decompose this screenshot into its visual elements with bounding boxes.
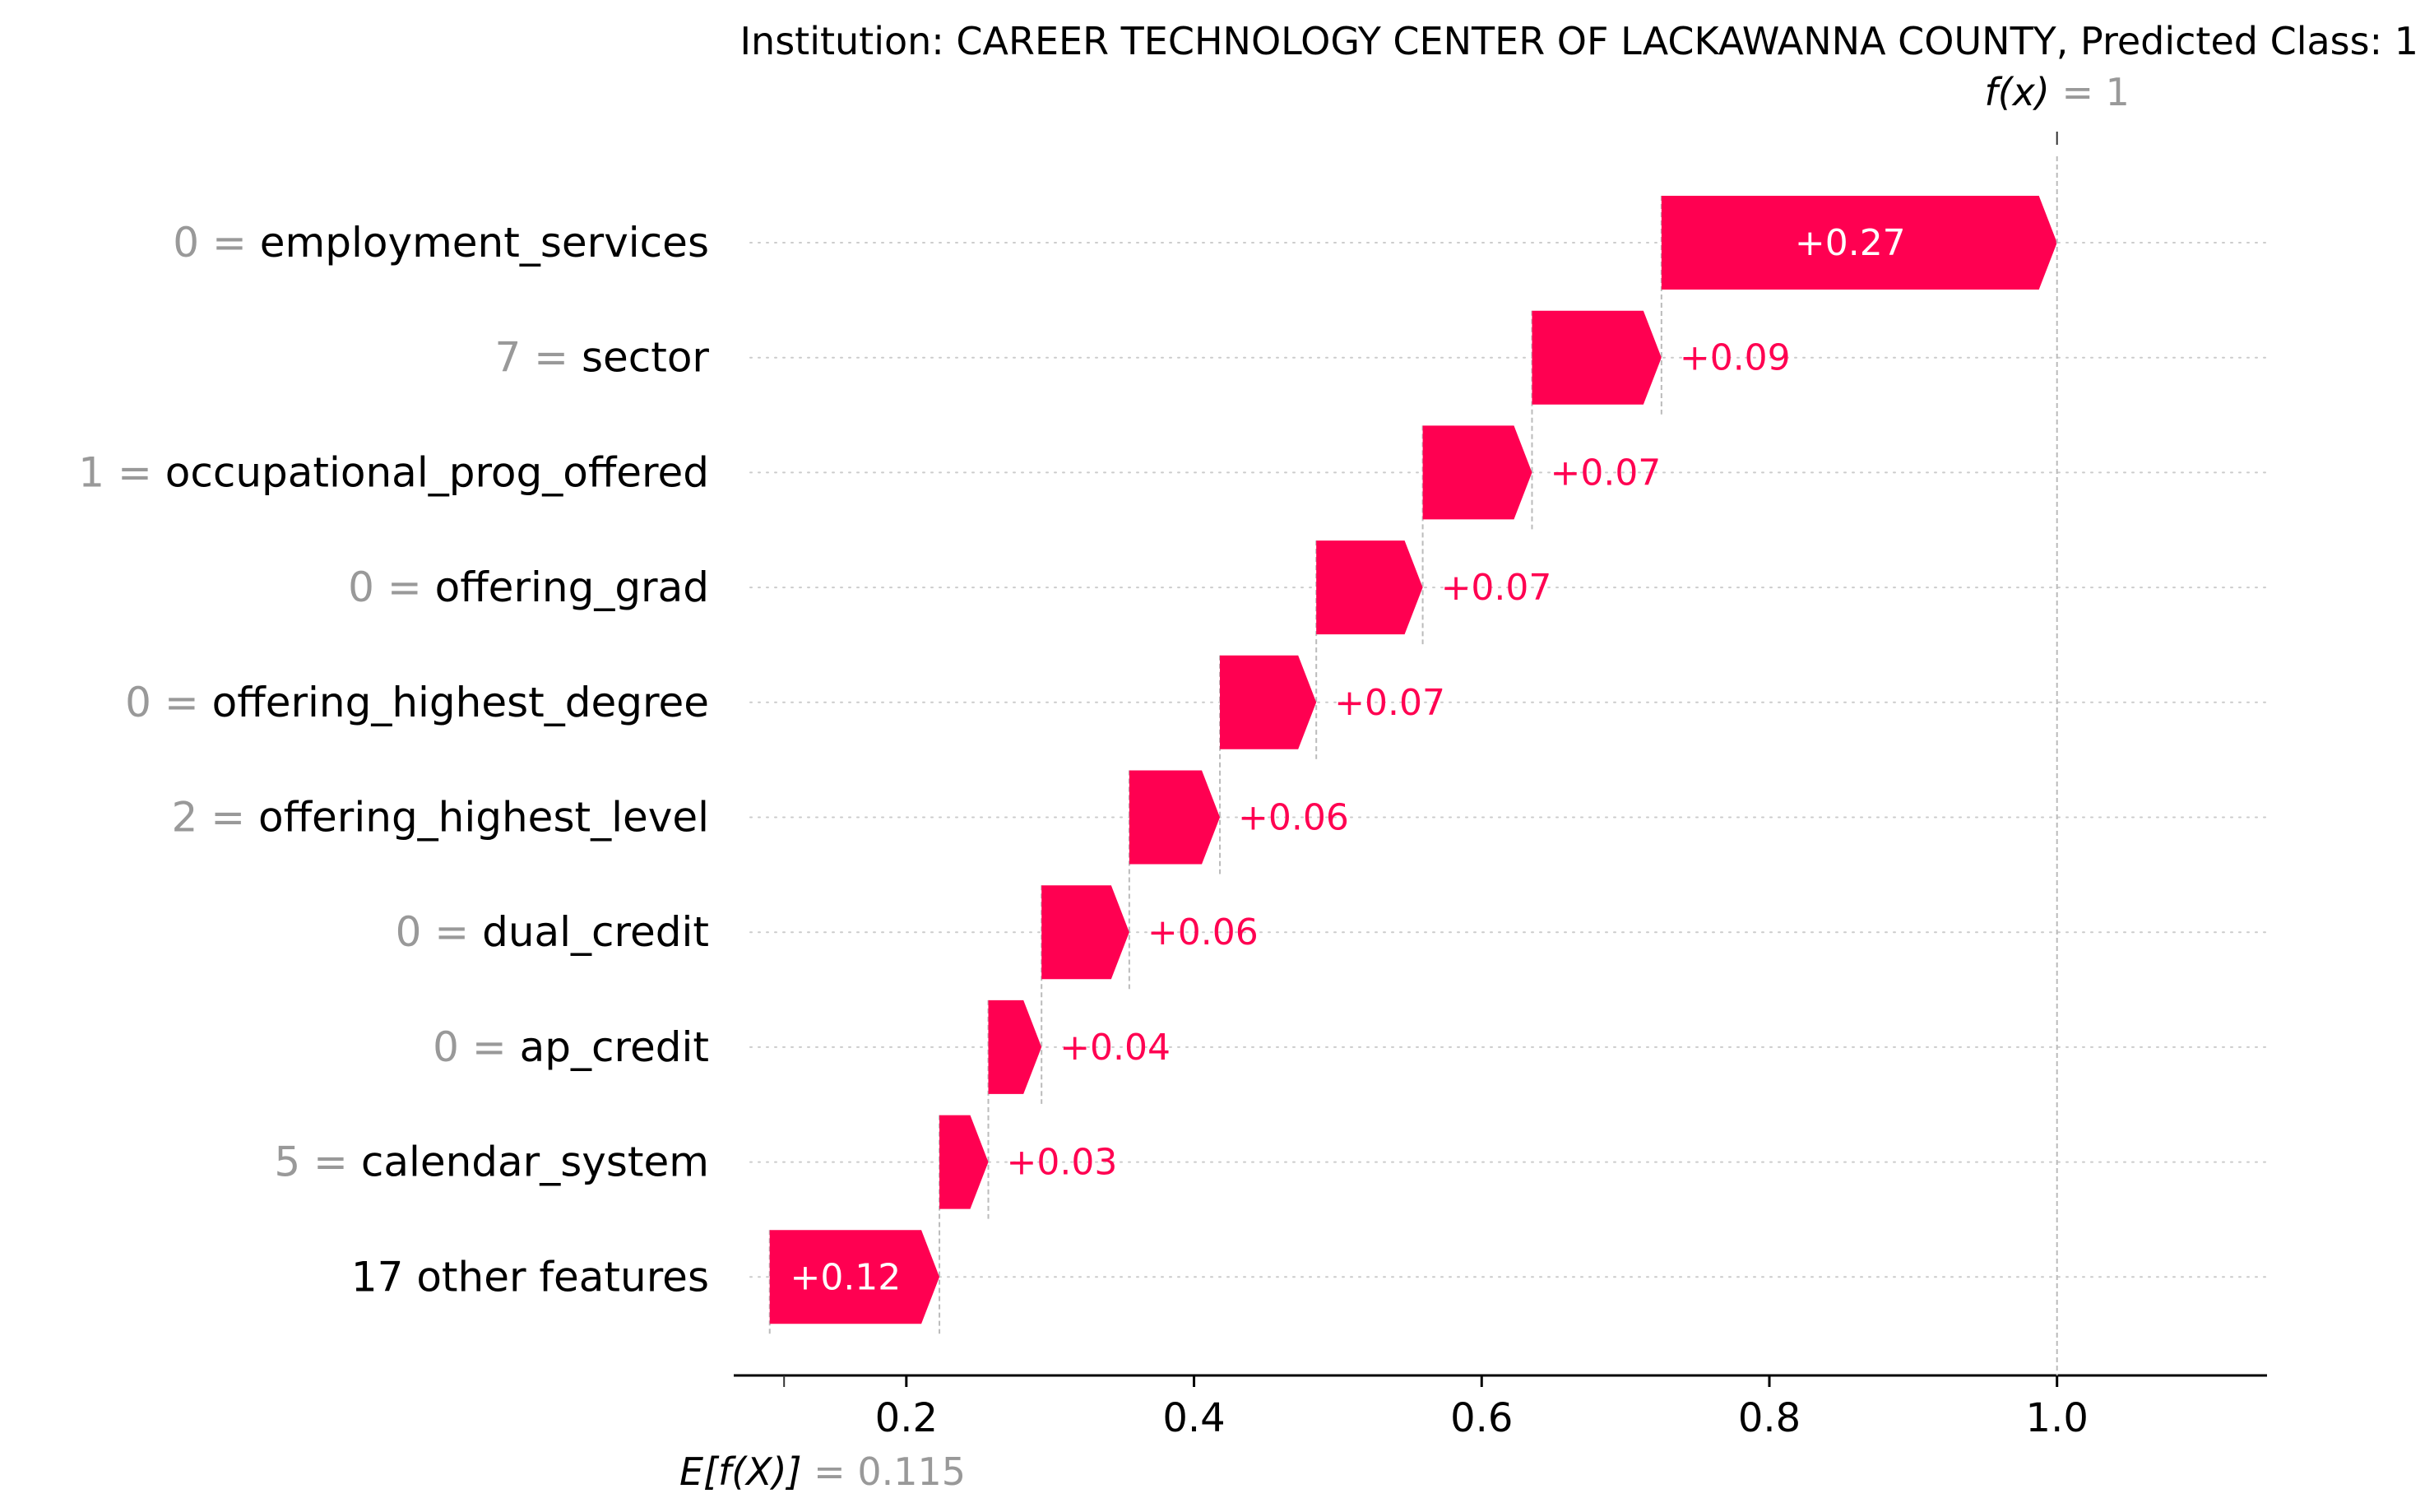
- feature-label: 1 = occupational_prog_offered: [78, 448, 709, 496]
- contribution-bar: [1129, 770, 1221, 865]
- fx-value: = 1: [2050, 70, 2130, 114]
- contribution-label: +0.06: [1238, 797, 1349, 839]
- contribution-label: +0.07: [1441, 567, 1552, 609]
- feature-value: 2 =: [172, 794, 259, 842]
- feature-label: 17 other features: [351, 1253, 709, 1301]
- feature-name: offering_highest_level: [258, 794, 709, 842]
- expected-value-annotations: f(x) = 1 E[f(X)] = 0.115: [679, 70, 2130, 1494]
- x-tick-label: 1.0: [2026, 1395, 2089, 1441]
- feature-name: ap_credit: [520, 1023, 709, 1071]
- feature-name: dual_credit: [482, 908, 709, 956]
- feature-value: 5 =: [274, 1139, 361, 1186]
- feature-label: 7 = sector: [494, 334, 709, 382]
- contribution-bar: [769, 1230, 940, 1324]
- feature-labels: 0 = employment_services 7 = sector 1 = occ…: [78, 219, 709, 1301]
- feature-value: 1 =: [78, 448, 165, 496]
- contribution-bar: [1532, 310, 1662, 405]
- base-symbol: E[f(X)]: [679, 1449, 802, 1494]
- feature-name: sector: [582, 334, 709, 382]
- feature-value: 0 =: [433, 1023, 520, 1071]
- feature-value: 7 =: [494, 334, 582, 382]
- contribution-bar: [988, 999, 1042, 1094]
- contribution-bar: [1316, 540, 1423, 635]
- contribution-label: +0.03: [1007, 1142, 1118, 1184]
- contribution-bar: [1422, 425, 1532, 520]
- fx-label: f(x) = 1: [1985, 70, 2130, 114]
- contribution-bar: [1661, 196, 2057, 290]
- feature-value: 0 =: [173, 219, 260, 267]
- contribution-label: +0.04: [1059, 1027, 1171, 1069]
- feature-label: 2 = offering_highest_level: [172, 794, 710, 842]
- contribution-label: +0.07: [1334, 682, 1445, 724]
- feature-value: 0 =: [396, 908, 483, 956]
- contribution-label: +0.09: [1680, 337, 1791, 379]
- feature-name: calendar_system: [361, 1139, 709, 1186]
- feature-name: 17 other features: [351, 1253, 709, 1301]
- contribution-label: +0.12: [790, 1256, 901, 1298]
- contribution-label: +0.07: [1550, 452, 1661, 494]
- row-gridlines: [749, 242, 2268, 1278]
- bar-connectors: [768, 196, 1662, 1334]
- feature-name: employment_services: [260, 219, 709, 267]
- base-value-label: E[f(X)] = 0.115: [679, 1449, 966, 1494]
- feature-name: offering_grad: [435, 564, 709, 611]
- feature-label: 0 = ap_credit: [433, 1023, 709, 1071]
- x-tick-label: 0.6: [1450, 1395, 1513, 1441]
- x-tick-label: 0.4: [1162, 1395, 1225, 1441]
- bars-layer: +0.27 +0.09 +0.07 +0.07 +0.07 +0.06 +0.06 +0.04…: [769, 196, 2057, 1324]
- feature-label: 5 = calendar_system: [274, 1139, 709, 1186]
- x-tick-label: 0.8: [1738, 1395, 1801, 1441]
- x-axis: 0.2 0.4 0.6 0.8 1.0: [734, 1374, 2267, 1441]
- contribution-bar: [1041, 885, 1129, 980]
- contribution-bar: [939, 1115, 989, 1209]
- chart-title: Institution: CAREER TECHNOLOGY CENTER OF…: [739, 19, 2418, 63]
- feature-label: 0 = dual_credit: [396, 908, 709, 956]
- base-value: = 0.115: [802, 1449, 966, 1494]
- feature-name: offering_highest_degree: [212, 679, 709, 726]
- contribution-label: +0.06: [1147, 911, 1259, 953]
- feature-label: 0 = offering_highest_degree: [125, 679, 709, 726]
- feature-label: 0 = offering_grad: [348, 564, 709, 611]
- contribution-label: +0.27: [1795, 222, 1906, 264]
- feature-value: 0 =: [125, 679, 212, 726]
- x-tick-label: 0.2: [875, 1395, 938, 1441]
- contribution-bar: [1220, 655, 1317, 749]
- feature-label: 0 = employment_services: [173, 219, 709, 267]
- fx-symbol: f(x): [1985, 70, 2050, 114]
- feature-name: occupational_prog_offered: [165, 448, 709, 496]
- feature-value: 0 =: [348, 564, 435, 611]
